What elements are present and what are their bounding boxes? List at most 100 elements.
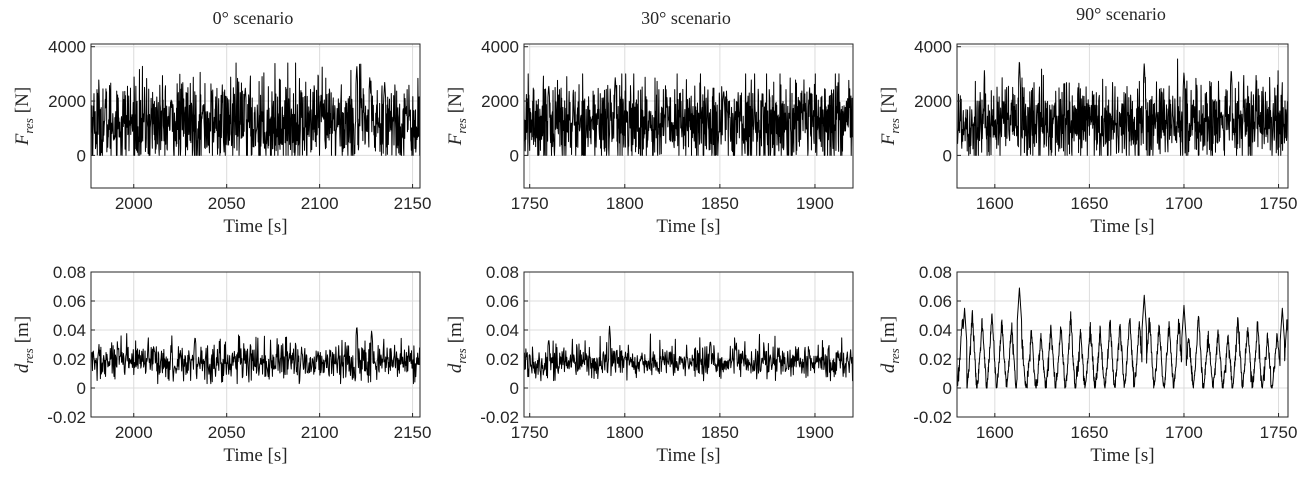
y-tick-label: 4000 — [481, 38, 519, 57]
axes-frame — [956, 43, 1289, 189]
x-tick-label: 1750 — [511, 194, 549, 213]
axes-frame — [523, 271, 854, 418]
x-tick-label: 2150 — [394, 423, 432, 442]
y-tick-label: 0.04 — [919, 321, 952, 340]
y-tick-label: 0.06 — [919, 292, 952, 311]
x-tick-label: 1750 — [1260, 194, 1298, 213]
y-tick-label: 2000 — [481, 92, 519, 111]
y-axis-subscript: res — [887, 118, 902, 133]
y-tick-label: 0.06 — [486, 292, 519, 311]
y-axis-symbol: F — [445, 133, 466, 146]
signal-line — [90, 62, 421, 156]
y-axis-unit: [m] — [878, 316, 899, 343]
x-tick-label: 2150 — [394, 194, 432, 213]
y-tick-label: -0.02 — [480, 408, 519, 427]
y-axis-symbol: d — [445, 363, 466, 373]
y-axis-label: Fres [N] — [12, 87, 36, 146]
y-axis-symbol: F — [12, 133, 33, 146]
y-tick-label: 0.08 — [919, 263, 952, 282]
y-axis-unit: [N] — [12, 87, 33, 113]
y-tick-label: 0.02 — [486, 350, 519, 369]
y-tick-label: 4000 — [914, 38, 952, 57]
y-tick-label: -0.02 — [913, 408, 952, 427]
x-tick-label: 2100 — [301, 423, 339, 442]
y-tick-label: 0.08 — [53, 263, 86, 282]
y-axis-unit: [N] — [445, 87, 466, 113]
y-axis-unit: [N] — [878, 87, 899, 113]
y-axis-label: Fres [N] — [878, 87, 902, 146]
y-tick-label: 0.04 — [53, 321, 86, 340]
signal-line — [956, 58, 1289, 156]
subplot-6: 1600 1650 1700 1750 -0.02 0 0.02 0.04 0.06 0.08 Ti… — [878, 263, 1297, 466]
x-axis-label: Time [s] — [223, 445, 287, 466]
y-tick-label: 0 — [943, 146, 952, 165]
x-tick-label: 1800 — [606, 194, 644, 213]
subplot-5: 1750 1800 1850 1900 -0.02 0 0.02 0.04 0.06 0.08 Ti… — [445, 263, 854, 466]
x-axis-label: Time [s] — [223, 216, 287, 237]
x-tick-label: 2000 — [115, 194, 153, 213]
y-axis-unit: [m] — [445, 316, 466, 343]
y-axis-unit: [m] — [12, 316, 33, 343]
subplot-title: 90° scenario — [1076, 4, 1166, 24]
axes-frame — [90, 43, 421, 189]
y-tick-label: 0 — [77, 379, 86, 398]
x-tick-label: 2000 — [115, 423, 153, 442]
y-tick-label: 4000 — [48, 38, 86, 57]
x-axis-label: Time [s] — [1090, 216, 1154, 237]
y-axis-label: Fres [N] — [445, 87, 469, 146]
y-axis-label: dres [m] — [445, 316, 469, 373]
y-tick-label: 0.08 — [486, 263, 519, 282]
y-axis-symbol: d — [878, 363, 899, 373]
x-tick-label: 1650 — [1070, 194, 1108, 213]
x-tick-label: 2050 — [208, 423, 246, 442]
x-tick-label: 1650 — [1070, 423, 1108, 442]
axes-frame — [90, 271, 421, 418]
x-tick-label: 1800 — [606, 423, 644, 442]
y-tick-label: 0 — [510, 379, 519, 398]
y-axis-subscript: res — [454, 118, 469, 133]
x-axis-label: Time [s] — [656, 445, 720, 466]
x-tick-label: 2100 — [301, 194, 339, 213]
y-tick-label: 0 — [943, 379, 952, 398]
axes-frame — [956, 271, 1289, 418]
y-axis-subscript: res — [454, 348, 469, 363]
x-tick-label: 1700 — [1165, 194, 1203, 213]
y-axis-symbol: d — [12, 363, 33, 373]
x-axis-label: Time [s] — [1090, 445, 1154, 466]
signal-line — [523, 325, 854, 382]
y-tick-label: 0 — [77, 146, 86, 165]
y-axis-label: dres [m] — [12, 316, 36, 373]
signal-line — [956, 287, 1289, 389]
y-axis-subscript: res — [21, 118, 36, 133]
y-tick-label: 0.06 — [53, 292, 86, 311]
x-tick-label: 1600 — [976, 194, 1014, 213]
subplot-3: 90° scenario 1600 1650 1700 1750 0 2000 4000 Tim… — [878, 4, 1297, 237]
x-tick-label: 1600 — [976, 423, 1014, 442]
y-tick-label: 0.02 — [919, 350, 952, 369]
y-axis-label: dres [m] — [878, 316, 902, 373]
x-tick-label: 1750 — [1260, 423, 1298, 442]
x-tick-label: 1850 — [701, 194, 739, 213]
y-tick-label: 2000 — [914, 92, 952, 111]
signal-line — [523, 73, 854, 156]
x-axis-label: Time [s] — [656, 216, 720, 237]
y-tick-label: 0 — [510, 146, 519, 165]
axes-frame — [523, 43, 854, 189]
x-tick-label: 1900 — [796, 194, 834, 213]
x-tick-label: 2050 — [208, 194, 246, 213]
x-tick-label: 1850 — [701, 423, 739, 442]
y-tick-label: 0.02 — [53, 350, 86, 369]
y-tick-label: 0.04 — [486, 321, 519, 340]
y-axis-subscript: res — [21, 348, 36, 363]
signal-line — [90, 327, 421, 385]
subplot-4: 2000 2050 2100 2150 -0.02 0 0.02 0.04 0.06 0.08 Ti… — [12, 263, 431, 466]
y-axis-subscript: res — [887, 348, 902, 363]
y-axis-symbol: F — [878, 133, 899, 146]
x-tick-label: 1700 — [1165, 423, 1203, 442]
subplot-title: 0° scenario — [213, 8, 294, 28]
x-tick-label: 1750 — [511, 423, 549, 442]
subplot-2: 30° scenario 1750 1800 1850 1900 0 2000 4000 Tim… — [445, 8, 854, 237]
y-tick-label: 2000 — [48, 92, 86, 111]
